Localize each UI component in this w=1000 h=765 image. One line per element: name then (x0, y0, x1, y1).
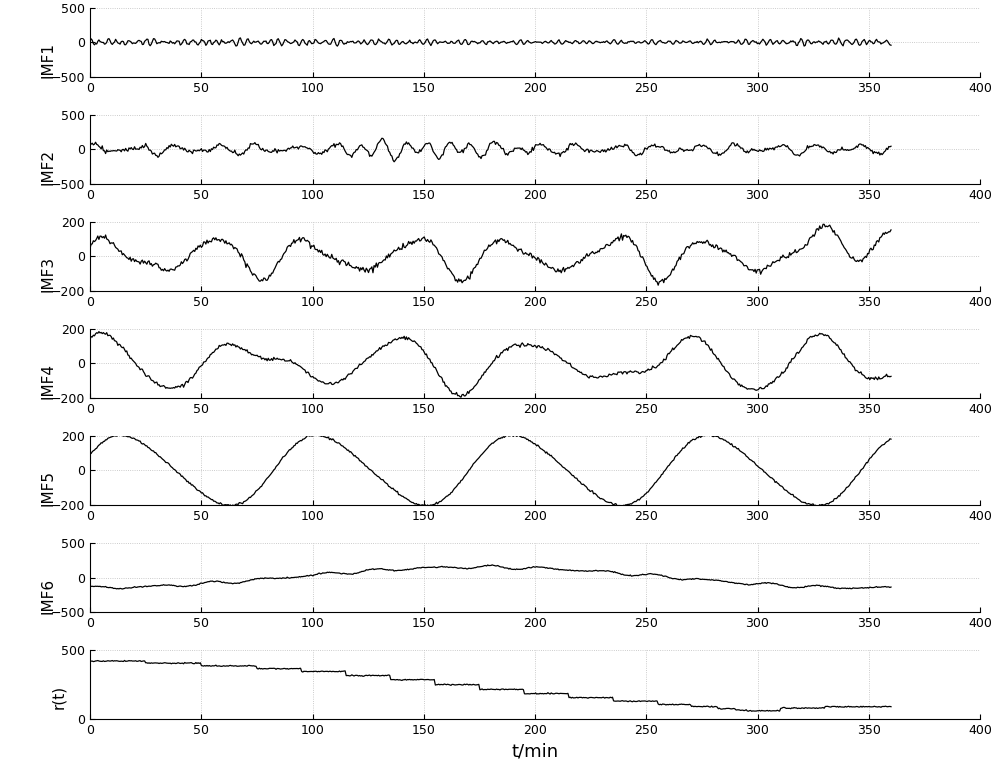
Y-axis label: IMF3: IMF3 (40, 256, 55, 292)
Y-axis label: IMF2: IMF2 (40, 149, 55, 185)
Y-axis label: IMF5: IMF5 (40, 470, 55, 506)
Y-axis label: r(t): r(t) (51, 685, 66, 708)
Y-axis label: IMF1: IMF1 (40, 42, 55, 78)
Y-axis label: IMF6: IMF6 (40, 578, 55, 614)
X-axis label: t/min: t/min (511, 743, 559, 760)
Y-axis label: IMF4: IMF4 (40, 363, 55, 399)
